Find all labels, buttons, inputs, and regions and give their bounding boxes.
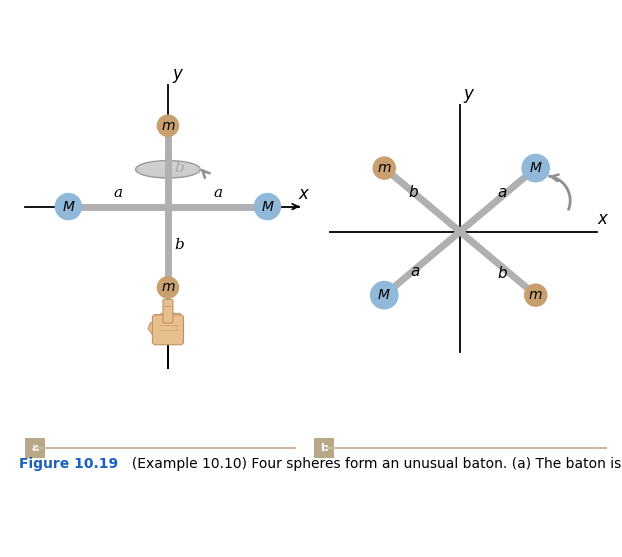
- Text: a: a: [114, 187, 123, 201]
- FancyBboxPatch shape: [160, 313, 169, 324]
- Text: x: x: [598, 210, 608, 228]
- Text: y: y: [464, 85, 474, 103]
- Circle shape: [157, 115, 179, 136]
- FancyBboxPatch shape: [24, 438, 45, 459]
- Text: b: b: [174, 238, 184, 252]
- Text: Figure 10.19: Figure 10.19: [19, 457, 118, 471]
- FancyBboxPatch shape: [152, 315, 183, 345]
- Text: $M$: $M$: [378, 288, 391, 302]
- Text: a: a: [31, 443, 39, 453]
- Text: $M$: $M$: [62, 199, 75, 213]
- Circle shape: [254, 193, 281, 219]
- Circle shape: [157, 277, 179, 298]
- Circle shape: [371, 281, 398, 309]
- Text: $M$: $M$: [261, 199, 274, 213]
- Text: $b$: $b$: [409, 184, 419, 200]
- FancyBboxPatch shape: [167, 313, 175, 324]
- Text: b: b: [320, 443, 328, 453]
- Text: x: x: [299, 185, 309, 203]
- Text: (Example 10.10) Four spheres form an unusual baton. (a) The baton is rotated abo: (Example 10.10) Four spheres form an unu…: [123, 457, 622, 471]
- Polygon shape: [148, 323, 159, 335]
- Text: $m$: $m$: [529, 288, 543, 302]
- FancyBboxPatch shape: [154, 315, 162, 324]
- Circle shape: [525, 284, 547, 306]
- Text: $M$: $M$: [529, 161, 542, 175]
- Text: $b$: $b$: [498, 266, 508, 281]
- Ellipse shape: [136, 160, 200, 178]
- Circle shape: [373, 157, 396, 179]
- Text: $a$: $a$: [411, 266, 420, 280]
- Circle shape: [522, 154, 549, 182]
- Circle shape: [55, 193, 81, 219]
- Text: $a$: $a$: [498, 186, 508, 200]
- Text: $m$: $m$: [160, 119, 175, 133]
- Text: y: y: [172, 65, 182, 84]
- Polygon shape: [136, 169, 200, 178]
- FancyBboxPatch shape: [172, 313, 181, 324]
- Text: $m$: $m$: [160, 281, 175, 295]
- Text: $m$: $m$: [377, 161, 392, 175]
- FancyBboxPatch shape: [163, 299, 173, 323]
- Text: a: a: [213, 187, 222, 201]
- Text: b: b: [174, 161, 184, 175]
- FancyBboxPatch shape: [313, 438, 335, 459]
